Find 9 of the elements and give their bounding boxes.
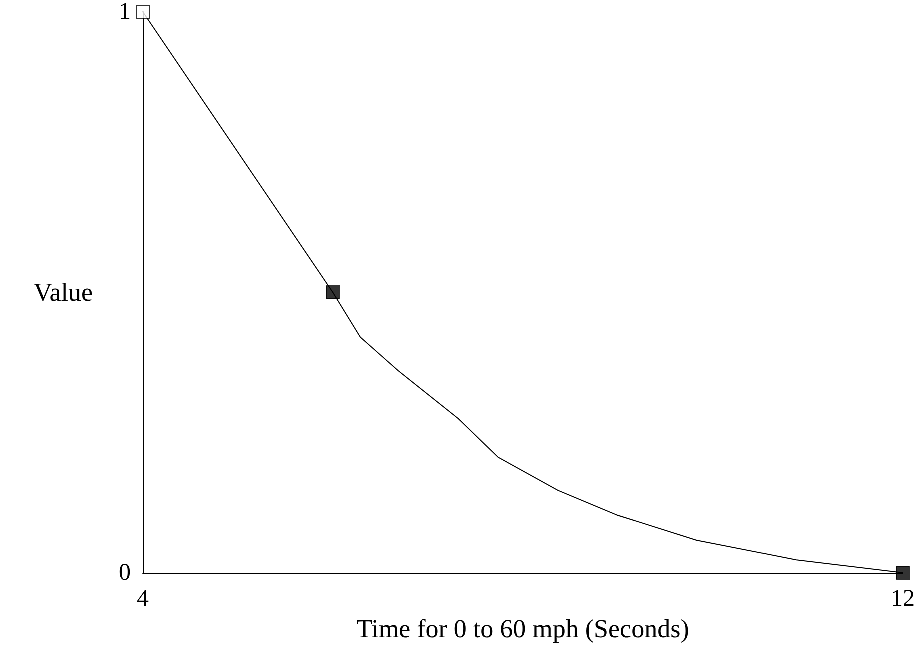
- point: [326, 286, 340, 300]
- y-tick-label: 0: [119, 560, 131, 586]
- x-tick-label: 12: [891, 586, 915, 612]
- x-tick-label: 4: [137, 586, 149, 612]
- x-axis-title: Time for 0 to 60 mph (Seconds): [356, 614, 690, 644]
- point: [136, 5, 150, 19]
- y-tick-label: 1: [119, 0, 131, 25]
- point: [896, 566, 910, 580]
- y-axis-title: Value: [34, 278, 93, 307]
